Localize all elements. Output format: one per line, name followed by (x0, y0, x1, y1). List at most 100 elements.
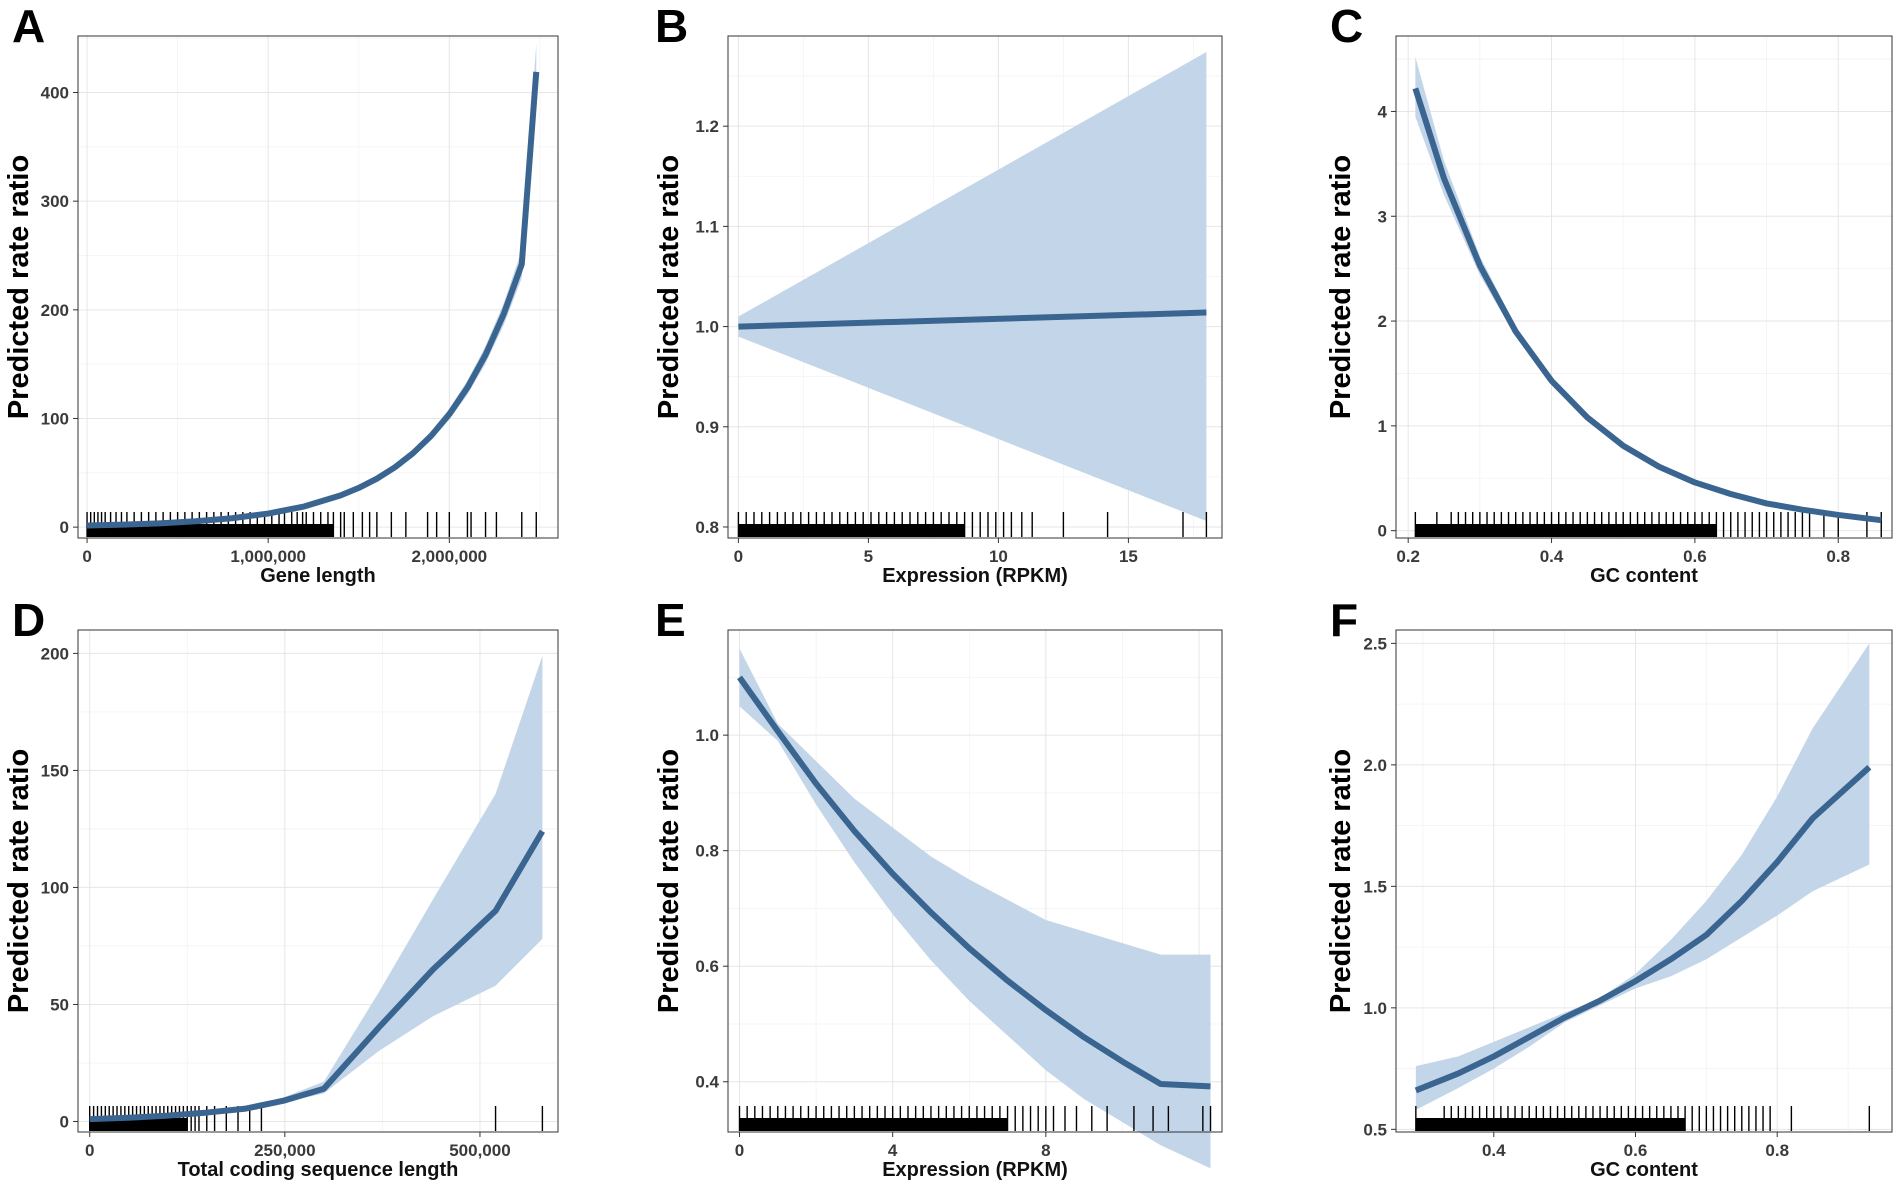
confidence-band (738, 52, 1207, 521)
y-tick-label: 2.0 (1363, 756, 1387, 775)
panel-a: 0 1,000,000 2,000,000 0 100 200 300 400 A Gene le… (3, 0, 559, 587)
y-tick-label: 200 (41, 301, 69, 320)
predicted-line (1414, 765, 1872, 1094)
y-tick-label: 0.6 (695, 957, 719, 976)
predicted-line (738, 309, 1207, 330)
predicted-line (86, 71, 540, 529)
y-tick-label: 50 (50, 995, 69, 1014)
y-tick-label: 1.0 (695, 726, 719, 745)
y-tick-label: 0.5 (1363, 1120, 1387, 1139)
y-tick-label: 0 (1378, 522, 1387, 541)
x-tick-label: 0.4 (1482, 1141, 1506, 1160)
x-axis-label: GC content (1590, 1159, 1698, 1181)
y-tick-label: 150 (41, 761, 69, 780)
panel-c: 0.2 0.4 0.6 0.8 0 1 2 3 4 C GC content Predicted ra… (1325, 0, 1893, 587)
x-tick-label: 0 (734, 547, 743, 566)
x-axis-label: Expression (RPKM) (882, 1159, 1068, 1181)
y-tick-label: 2 (1378, 312, 1387, 331)
x-tick-label: 0 (85, 1141, 94, 1160)
rug-dense-block (87, 524, 334, 537)
x-tick-label: 0.8 (1826, 547, 1850, 566)
x-tick-label: 500,000 (449, 1141, 510, 1160)
x-tick-label: 0 (82, 547, 91, 566)
y-tick-label: 1.0 (695, 318, 719, 337)
y-tick-label: 0.9 (695, 418, 719, 437)
plot-frame (77, 629, 559, 1133)
panel-letter: D (12, 594, 45, 646)
plot-frame (1395, 35, 1893, 539)
confidence-band (89, 655, 543, 1120)
y-axis-label: Predicted rate ratio (3, 749, 35, 1013)
y-tick-label: 200 (41, 644, 69, 663)
confidence-band (87, 43, 537, 526)
rug-plot (737, 512, 1208, 537)
x-tick-label: 4 (888, 1141, 898, 1160)
plot-frame (1395, 629, 1893, 1133)
rug-plot (86, 512, 537, 537)
confidence-band (739, 648, 1211, 1169)
y-tick-label: 3 (1378, 207, 1387, 226)
x-tick-label: 0.6 (1624, 1141, 1648, 1160)
panel-f: 0.4 0.6 0.8 0.5 1.0 1.5 2.0 2.5 F GC content Predi… (1325, 594, 1893, 1181)
x-tick-label: 2,000,000 (412, 547, 488, 566)
x-tick-label: 0.8 (1765, 1141, 1789, 1160)
y-tick-label: 1.0 (1363, 999, 1387, 1018)
rug-dense-block (1415, 1118, 1686, 1131)
x-tick-label: 10 (989, 547, 1008, 566)
y-tick-label: 2.5 (1363, 634, 1387, 653)
predicted-line (89, 829, 545, 1123)
y-axis-label: Predicted rate ratio (1325, 155, 1357, 419)
x-tick-label: 15 (1119, 547, 1138, 566)
rug-plot (1414, 512, 1882, 537)
y-tick-label: 100 (41, 878, 69, 897)
predicted-line (737, 675, 1211, 1090)
rug-plot (738, 1106, 1212, 1131)
y-tick-label: 100 (41, 409, 69, 428)
panel-letter: F (1330, 594, 1358, 646)
x-axis-label: Expression (RPKM) (882, 565, 1068, 587)
plot-frame (77, 35, 559, 539)
x-tick-label: 0.4 (1540, 547, 1564, 566)
y-tick-label: 300 (41, 192, 69, 211)
panel-letter: A (12, 0, 45, 52)
x-tick-label: 5 (864, 547, 873, 566)
rug-dense-block (739, 1118, 1008, 1131)
y-axis-label: Predicted rate ratio (1325, 749, 1357, 1013)
y-tick-label: 0.8 (695, 518, 719, 537)
y-tick-label: 400 (41, 84, 69, 103)
y-axis-label: Predicted rate ratio (653, 155, 685, 419)
y-tick-label: 1.5 (1363, 877, 1387, 896)
rug-dense-block (1415, 524, 1717, 537)
panel-letter: B (655, 0, 688, 52)
plot-frame (727, 629, 1223, 1133)
x-tick-label: 0.2 (1396, 547, 1420, 566)
rug-plot (1415, 1106, 1871, 1131)
y-axis-label: Predicted rate ratio (653, 749, 685, 1013)
y-tick-label: 0 (60, 518, 69, 537)
rug-dense-block (738, 524, 965, 537)
predicted-line (1412, 87, 1882, 524)
x-tick-label: 1,000,000 (230, 547, 306, 566)
y-axis-label: Predicted rate ratio (3, 155, 35, 419)
y-tick-label: 1.2 (695, 117, 719, 136)
x-tick-label: 250,000 (254, 1141, 315, 1160)
x-tick-label: 0.6 (1683, 547, 1707, 566)
panel-letter: C (1330, 0, 1363, 52)
x-tick-label: 0 (735, 1141, 744, 1160)
y-tick-label: 1.1 (695, 217, 719, 236)
y-tick-label: 0.8 (695, 842, 719, 861)
panel-letter: E (655, 594, 686, 646)
x-axis-label: GC content (1590, 565, 1698, 587)
confidence-band (1415, 56, 1882, 523)
panel-b: 0 5 10 15 0.8 0.9 1.0 1.1 1.2 B Expression (RPKM) P… (653, 0, 1223, 587)
y-tick-label: 4 (1378, 102, 1388, 121)
plot-frame (727, 35, 1223, 539)
y-tick-label: 0 (60, 1112, 69, 1131)
x-tick-label: 8 (1041, 1141, 1050, 1160)
y-tick-label: 1 (1378, 417, 1387, 436)
x-axis-label: Total coding sequence length (178, 1159, 459, 1181)
x-axis-label: Gene length (260, 565, 376, 587)
